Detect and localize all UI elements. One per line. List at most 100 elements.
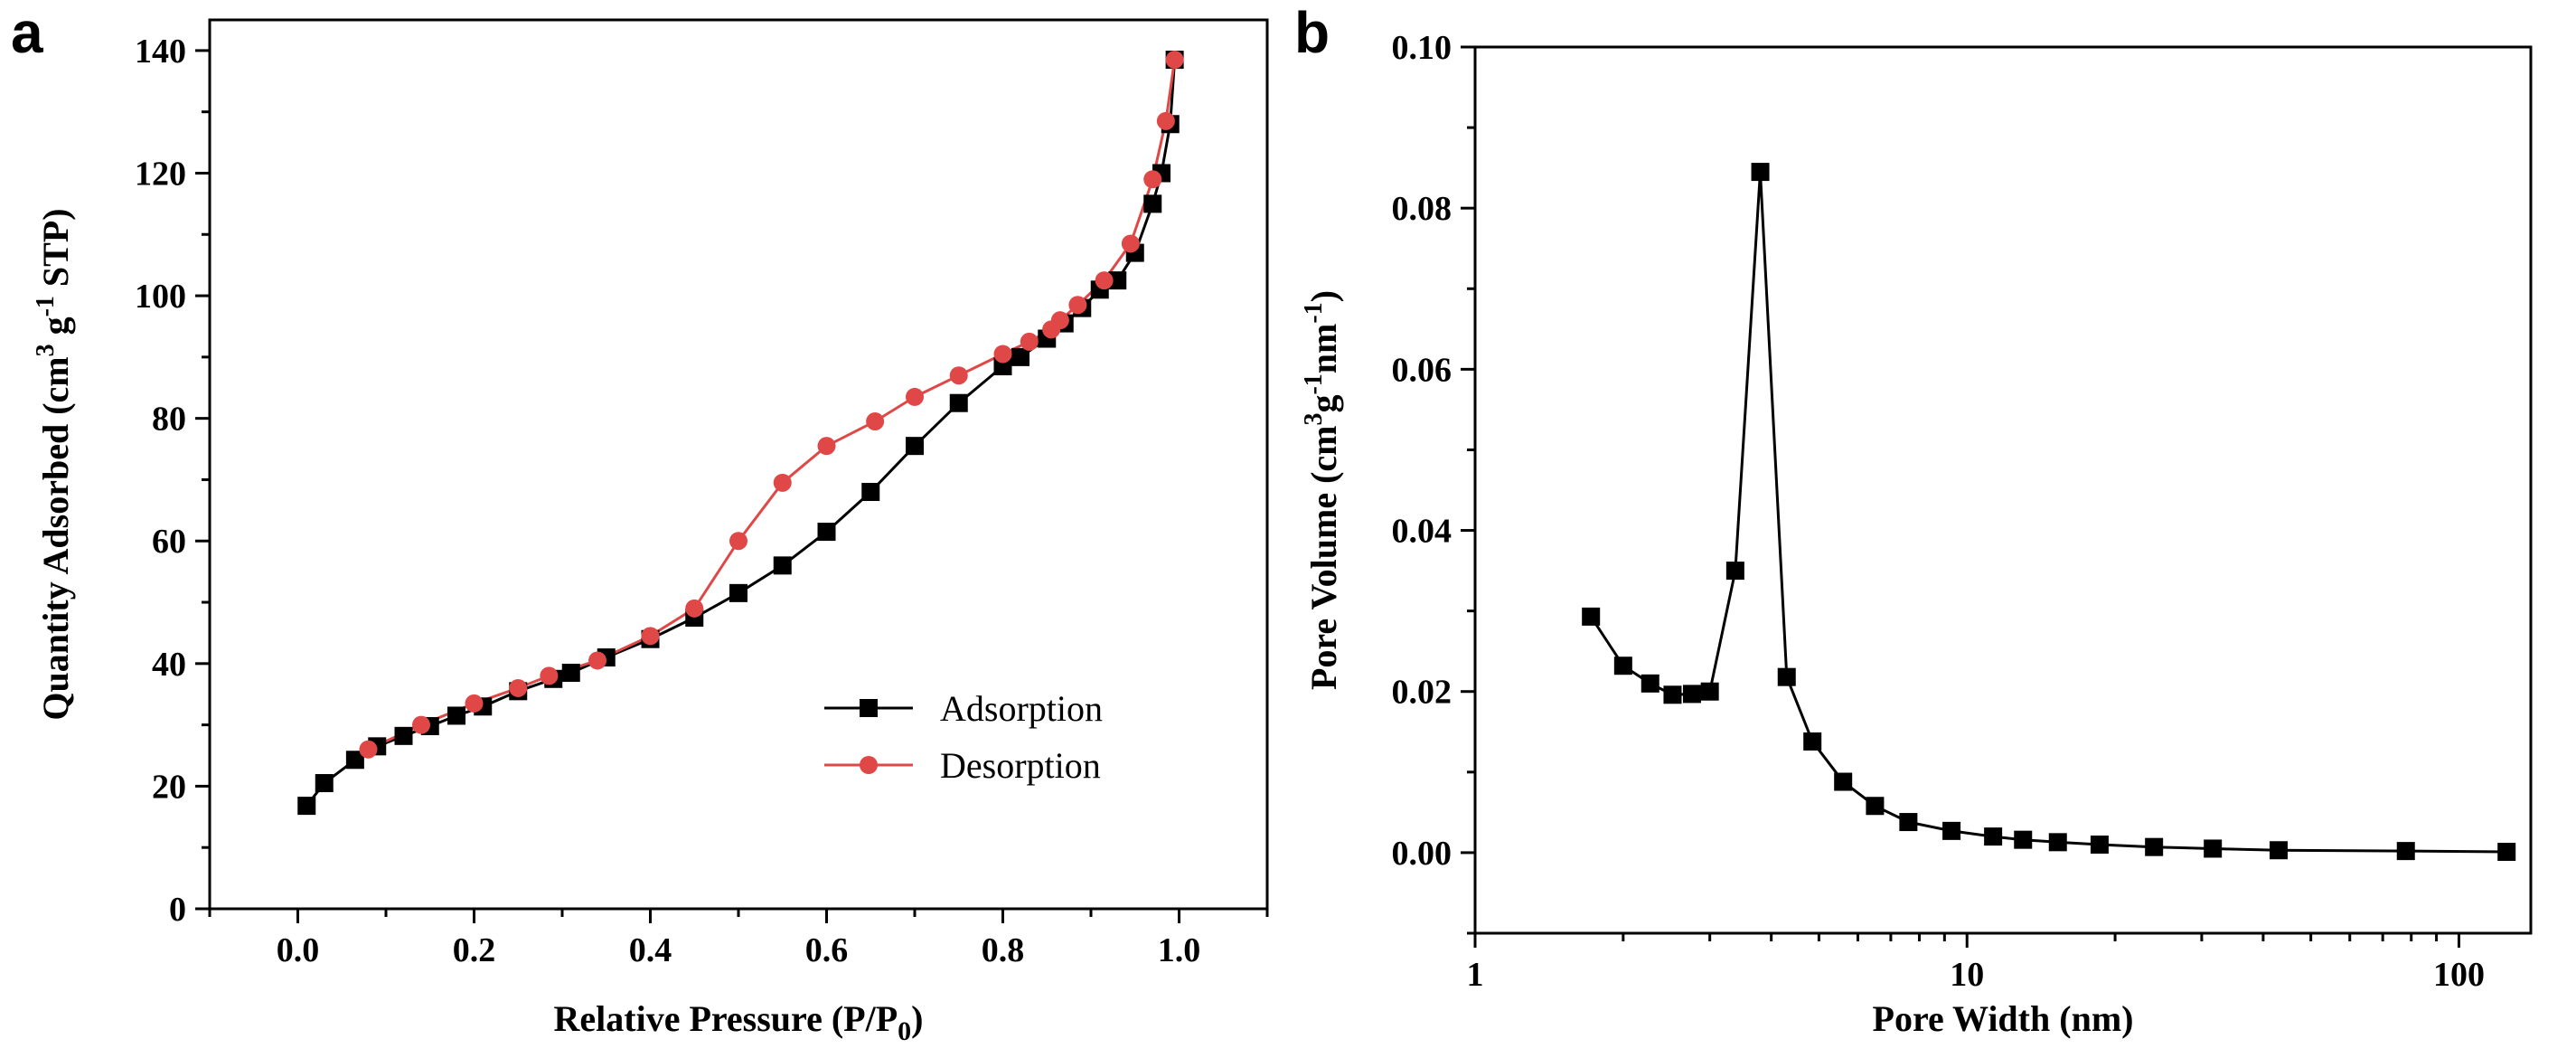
x-axis-label-b: Pore Width (nm) xyxy=(1873,998,2134,1039)
data-point xyxy=(1011,347,1029,366)
data-point xyxy=(297,797,316,816)
x-tick-label: 1 xyxy=(1467,956,1484,994)
chart-panel-b: b 1 10 100 0.00 0.02 0.04 0.06 0.08 0.10 Pore Wi… xyxy=(1294,0,2533,1039)
y-tick-label: 0.10 xyxy=(1392,29,1453,67)
data-point xyxy=(1582,607,1601,626)
y-tick-label: 0 xyxy=(169,891,186,929)
axis-ticks-b: 1 10 100 0.00 0.02 0.04 0.06 0.08 0.10 xyxy=(1392,29,2485,994)
data-point xyxy=(1663,685,1682,704)
data-point xyxy=(2396,842,2415,861)
data-point xyxy=(1020,332,1039,351)
data-point xyxy=(1682,685,1701,704)
data-point xyxy=(1050,311,1069,330)
data-point xyxy=(1777,667,1796,686)
series-line-desorption xyxy=(367,59,1177,751)
data-point xyxy=(993,345,1012,364)
x-tick-label: 0.0 xyxy=(277,931,320,969)
x-tick-label: 0.8 xyxy=(982,931,1025,969)
data-point xyxy=(773,473,792,492)
data-point xyxy=(412,715,430,734)
data-point xyxy=(1641,674,1659,693)
axis-ticks-a: 0.0 0.2 0.4 0.6 0.8 1.0 0 20 40 60 80 100 120 140 xyxy=(135,33,1269,969)
data-point xyxy=(540,666,559,685)
data-point xyxy=(561,663,580,682)
data-point xyxy=(773,556,792,575)
y-axis-label-b: Pore Volume (cm3g-1nm-1) xyxy=(1300,290,1344,690)
legend-label-adsorption: Adsorption xyxy=(940,688,1103,729)
y-tick-label: 0.00 xyxy=(1392,835,1453,873)
data-point xyxy=(1866,797,1885,816)
data-point xyxy=(359,740,378,759)
data-point xyxy=(2014,830,2033,849)
series-markers-a xyxy=(297,51,1184,816)
data-point xyxy=(685,599,704,618)
x-tick-label: 0.6 xyxy=(805,931,849,969)
y-tick-label: 0.06 xyxy=(1392,351,1453,389)
data-point xyxy=(1121,234,1140,253)
data-point xyxy=(906,387,924,406)
data-point xyxy=(1613,657,1632,675)
data-point xyxy=(1803,732,1822,751)
series-markers-b xyxy=(1582,163,2516,862)
data-point xyxy=(866,412,885,431)
data-point xyxy=(1143,170,1162,189)
data-point xyxy=(2048,833,2067,852)
panel-label-a: a xyxy=(11,0,43,65)
plot-frame-b xyxy=(1473,45,2533,935)
data-point xyxy=(447,706,465,725)
y-tick-label: 120 xyxy=(135,155,186,193)
data-point xyxy=(1942,821,1961,840)
y-tick-label: 20 xyxy=(152,768,186,806)
data-point xyxy=(1984,827,2003,846)
data-point xyxy=(1700,682,1719,701)
panel-label-b: b xyxy=(1294,0,1330,65)
y-axis-label-a: Quantity Adsorbed (cm3 g-1 STP) xyxy=(32,208,76,720)
legend-marker-adsorption xyxy=(860,699,878,717)
data-point xyxy=(906,437,924,456)
y-tick-label: 60 xyxy=(152,523,186,561)
legend-label-desorption: Desorption xyxy=(940,745,1101,786)
x-tick-label: 10 xyxy=(1950,956,1984,994)
data-point xyxy=(345,751,364,770)
legend-a: Adsorption Desorption xyxy=(824,688,1103,786)
legend-marker-desorption xyxy=(860,756,878,774)
data-point xyxy=(2090,836,2109,854)
data-point xyxy=(1165,51,1184,70)
data-point xyxy=(315,774,334,793)
data-point xyxy=(1156,111,1175,130)
data-point xyxy=(817,437,836,456)
data-point xyxy=(465,694,484,713)
data-point xyxy=(1899,813,1918,832)
data-point xyxy=(394,726,413,745)
x-tick-label: 0.4 xyxy=(629,931,672,969)
x-tick-label: 100 xyxy=(2433,956,2485,994)
x-tick-label: 1.0 xyxy=(1158,931,1201,969)
y-tick-label: 40 xyxy=(152,646,186,684)
chart-panel-a: a 0.0 0.2 0.4 0.6 0.8 1.0 0 20 40 60 80 100 120 140 R… xyxy=(11,0,1269,1046)
x-tick-label: 0.2 xyxy=(453,931,496,969)
data-point xyxy=(2145,837,2164,856)
data-point xyxy=(1834,772,1853,791)
data-point xyxy=(949,393,968,412)
data-point xyxy=(1143,194,1162,213)
data-point xyxy=(1068,296,1087,315)
data-point xyxy=(641,627,660,646)
y-tick-label: 0.08 xyxy=(1392,190,1453,228)
y-tick-label: 0.04 xyxy=(1392,513,1453,551)
data-point xyxy=(729,532,747,551)
data-point xyxy=(588,651,606,670)
data-point xyxy=(1095,271,1114,290)
data-point xyxy=(1108,271,1127,290)
data-point xyxy=(509,678,528,697)
data-point xyxy=(861,483,880,502)
y-tick-label: 100 xyxy=(135,278,186,316)
data-point xyxy=(2497,843,2516,862)
y-tick-label: 0.02 xyxy=(1392,674,1453,712)
data-point xyxy=(2269,841,2288,860)
x-axis-label-a: Relative Pressure (P/P0) xyxy=(554,998,924,1046)
plot-frame-a xyxy=(208,18,1269,911)
data-point xyxy=(2204,839,2223,858)
data-point xyxy=(817,523,836,542)
series-line-b xyxy=(1589,172,2507,854)
